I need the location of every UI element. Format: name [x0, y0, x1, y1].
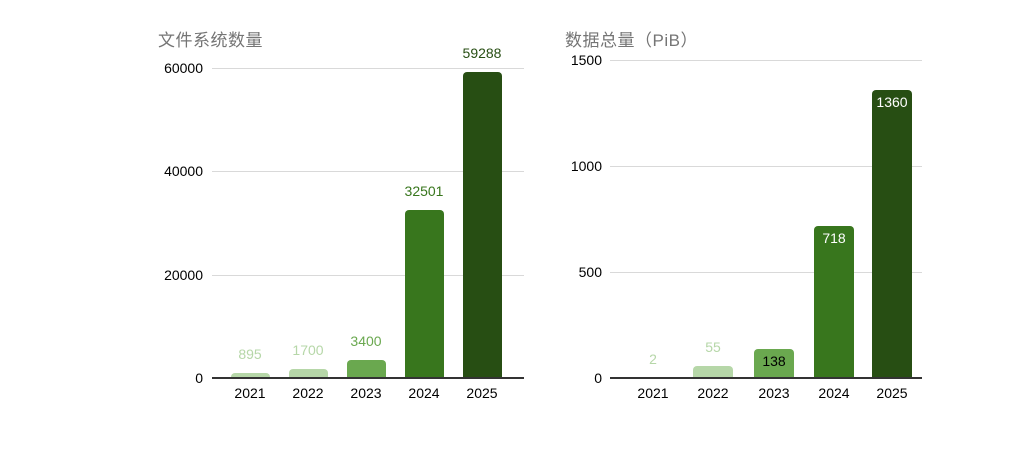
x-axis-label-2025: 2025: [876, 385, 908, 401]
x-axis-label-2022: 2022: [292, 385, 324, 401]
bar-2025: [872, 89, 912, 378]
chart-title-file-system-count: 文件系统数量: [158, 31, 263, 50]
bar-value-label-2024: 718: [822, 229, 846, 246]
bar-value-label-2023: 138: [762, 352, 786, 369]
x-axis-label-2023: 2023: [350, 385, 382, 401]
gridline-y60000: [212, 68, 524, 69]
x-axis-line: [212, 377, 524, 379]
y-axis-tick-0: 0: [195, 370, 203, 386]
bar-2023: [346, 360, 386, 378]
x-axis-label-2024: 2024: [408, 385, 440, 401]
y-axis-tick-20000: 20000: [164, 266, 203, 283]
gridline-y1500: [610, 60, 922, 61]
bar-value-label-2024: 32501: [404, 183, 444, 200]
bar-2021: [230, 373, 270, 378]
x-axis-label-2022: 2022: [697, 385, 729, 401]
bar-value-label-2022: 55: [705, 339, 721, 356]
bar-2022: [693, 366, 733, 378]
gridline-y1000: [610, 166, 922, 167]
x-axis-label-2023: 2023: [758, 385, 790, 401]
bar-value-label-2023: 3400: [350, 333, 382, 350]
y-axis-tick-500: 500: [578, 264, 602, 280]
y-axis-tick-1500: 1500: [570, 52, 602, 68]
x-axis-label-2021: 2021: [637, 385, 669, 401]
bar-value-label-2025: 59288: [462, 44, 502, 61]
bar-value-label-2021: 2: [649, 350, 657, 367]
bar-2025: [462, 71, 502, 378]
bar-value-label-2021: 895: [238, 346, 262, 363]
chart-title-total-data-pib: 数据总量（PiB）: [565, 31, 698, 50]
y-axis-tick-60000: 60000: [164, 60, 203, 76]
gridline-y40000: [212, 171, 524, 173]
bar-2024: [404, 210, 444, 378]
x-axis-label-2021: 2021: [234, 385, 266, 401]
bar-value-label-2025: 1360: [876, 93, 908, 110]
x-axis-label-2024: 2024: [818, 385, 850, 401]
bar-2022: [288, 369, 328, 378]
bar-2023: [754, 348, 794, 378]
x-axis-line: [610, 377, 922, 379]
bar-value-label-2022: 1700: [292, 342, 324, 359]
gridline-y20000: [212, 274, 524, 276]
y-axis-tick-1000: 1000: [570, 158, 602, 174]
y-axis-tick-40000: 40000: [164, 163, 203, 180]
x-axis-label-2025: 2025: [466, 385, 498, 401]
y-axis-tick-0: 0: [594, 370, 602, 386]
bar-2024: [814, 225, 854, 378]
gridline-y500: [610, 272, 922, 273]
